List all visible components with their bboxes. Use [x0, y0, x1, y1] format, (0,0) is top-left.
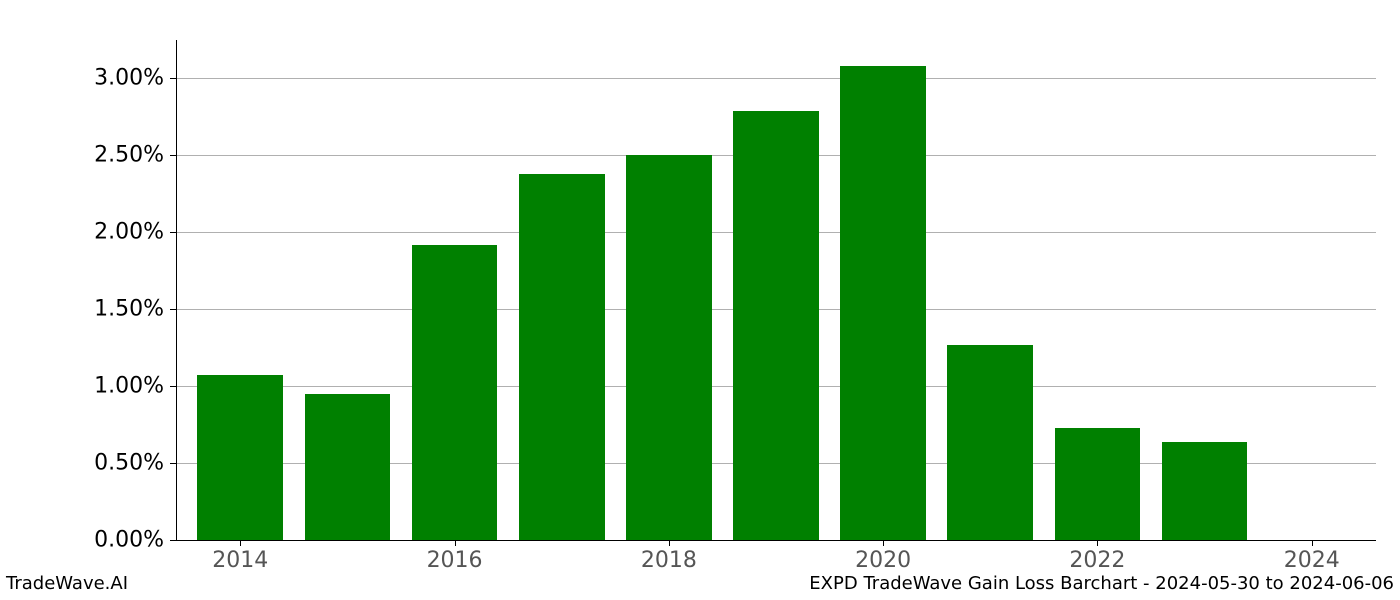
x-axis-spine [176, 540, 1376, 541]
y-tick-label: 1.00% [94, 374, 164, 399]
bar [519, 174, 605, 540]
x-tick-label: 2016 [427, 548, 483, 573]
bar [1162, 442, 1248, 540]
x-tick-mark [1097, 540, 1098, 546]
x-tick-mark [455, 540, 456, 546]
x-tick-mark [883, 540, 884, 546]
x-tick-label: 2018 [641, 548, 697, 573]
bar [733, 111, 819, 540]
x-tick-mark [669, 540, 670, 546]
y-tick-label: 0.50% [94, 451, 164, 476]
x-tick-label: 2024 [1284, 548, 1340, 573]
bar [412, 245, 498, 540]
y-tick-label: 2.50% [94, 143, 164, 168]
gridline [176, 78, 1376, 79]
footer-left: TradeWave.AI [6, 573, 128, 594]
x-tick-mark [240, 540, 241, 546]
bar [947, 345, 1033, 540]
bar [1055, 428, 1141, 540]
x-tick-label: 2022 [1069, 548, 1125, 573]
bar [626, 155, 712, 540]
x-tick-label: 2014 [212, 548, 268, 573]
bar [305, 394, 391, 540]
y-tick-label: 2.00% [94, 220, 164, 245]
y-tick-label: 0.00% [94, 528, 164, 553]
footer-right: EXPD TradeWave Gain Loss Barchart - 2024… [809, 573, 1394, 594]
plot-area [176, 40, 1376, 540]
y-tick-label: 1.50% [94, 297, 164, 322]
x-tick-mark [1312, 540, 1313, 546]
bar [197, 375, 283, 540]
x-tick-label: 2020 [855, 548, 911, 573]
y-tick-label: 3.00% [94, 66, 164, 91]
figure: TradeWave.AI EXPD TradeWave Gain Loss Ba… [0, 0, 1400, 600]
bar [840, 66, 926, 540]
y-axis-spine [176, 40, 177, 540]
